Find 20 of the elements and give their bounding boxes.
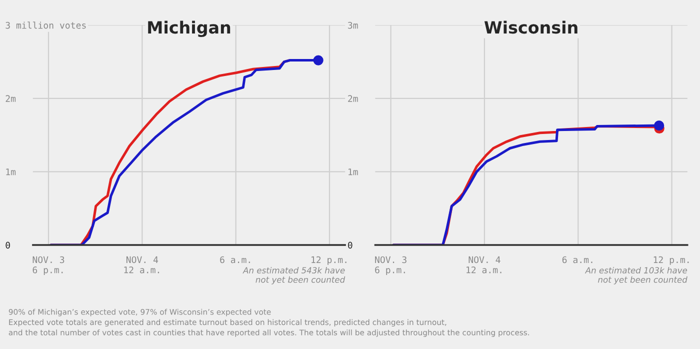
x-tick-label: NOV. 3 6 p.m. xyxy=(32,256,64,276)
y-tick-label: 0 xyxy=(348,242,352,249)
x-tick-label: 6 a.m. xyxy=(562,256,592,264)
y-tick-label: 2m xyxy=(348,95,358,102)
y-tick-label: 1m xyxy=(348,168,358,176)
y-tick-label: 3 million votes xyxy=(6,22,86,29)
chart-title: Wisconsin xyxy=(484,20,578,34)
chart-title: Michigan xyxy=(148,20,230,38)
text: An estimated 103k have not yet been counted xyxy=(584,266,688,284)
x-tick-label: NOV. 4 12 a.m. xyxy=(124,256,160,274)
x-tick-label: 6 a.m. xyxy=(220,256,250,264)
y-tick-label: 0 xyxy=(6,242,10,249)
text: An estimated 543k have not yet been counted xyxy=(242,266,346,284)
x-tick-label: 12 p.m. xyxy=(654,256,689,265)
y-tick-label: 3m xyxy=(348,22,358,29)
x-tick-label: NOV. 4 12 a.m. xyxy=(466,256,502,274)
x-tick-label: NOV. 3 6 p.m. xyxy=(375,256,406,276)
x-tick-label: 12 p.m. xyxy=(312,256,346,265)
y-tick-label: 2m xyxy=(6,95,16,102)
y-tick-label: 1m xyxy=(6,168,16,176)
